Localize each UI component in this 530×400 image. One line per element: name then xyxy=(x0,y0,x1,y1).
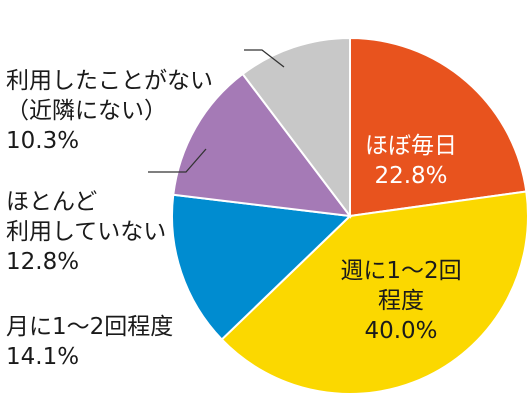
slice-label-rarely: ほとんど 利用していない 12.8% xyxy=(6,189,167,275)
leader-line-rarely xyxy=(148,148,207,173)
slice-daily xyxy=(349,36,528,218)
leader-line-never xyxy=(244,49,285,68)
slice-rarely xyxy=(172,72,353,218)
slice-label-never: 利用したことがない （近隣にない） 10.3% xyxy=(6,68,213,154)
slice-weekly xyxy=(220,190,529,395)
slice-label-daily: ほぼ毎日 22.8% xyxy=(365,133,457,189)
slice-never xyxy=(241,36,351,219)
slice-monthly xyxy=(171,193,353,341)
slice-label-weekly: 週に1〜2回 程度 40.0% xyxy=(340,258,462,344)
slice-label-monthly: 月に1〜2回程度 14.1% xyxy=(6,314,174,370)
